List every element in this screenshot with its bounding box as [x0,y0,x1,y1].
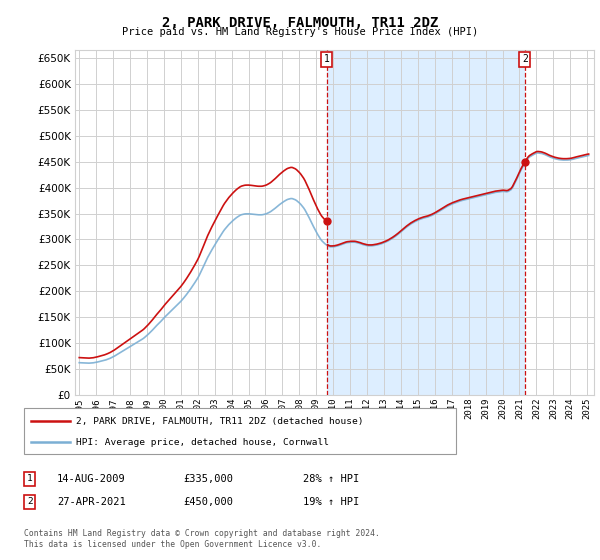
Text: 14-AUG-2009: 14-AUG-2009 [57,474,126,484]
Text: 2: 2 [522,54,528,64]
Text: 1: 1 [324,54,329,64]
Text: 2, PARK DRIVE, FALMOUTH, TR11 2DZ (detached house): 2, PARK DRIVE, FALMOUTH, TR11 2DZ (detac… [76,417,364,426]
Text: 2, PARK DRIVE, FALMOUTH, TR11 2DZ: 2, PARK DRIVE, FALMOUTH, TR11 2DZ [162,16,438,30]
Text: 28% ↑ HPI: 28% ↑ HPI [303,474,359,484]
Text: £335,000: £335,000 [183,474,233,484]
Text: 1: 1 [27,474,33,483]
Text: Price paid vs. HM Land Registry's House Price Index (HPI): Price paid vs. HM Land Registry's House … [122,27,478,38]
Text: £450,000: £450,000 [183,497,233,507]
Text: 2: 2 [27,497,33,506]
Text: HPI: Average price, detached house, Cornwall: HPI: Average price, detached house, Corn… [76,437,329,447]
Text: 19% ↑ HPI: 19% ↑ HPI [303,497,359,507]
Text: Contains HM Land Registry data © Crown copyright and database right 2024.
This d: Contains HM Land Registry data © Crown c… [24,529,380,549]
Bar [327,50,525,395]
Text: 27-APR-2021: 27-APR-2021 [57,497,126,507]
